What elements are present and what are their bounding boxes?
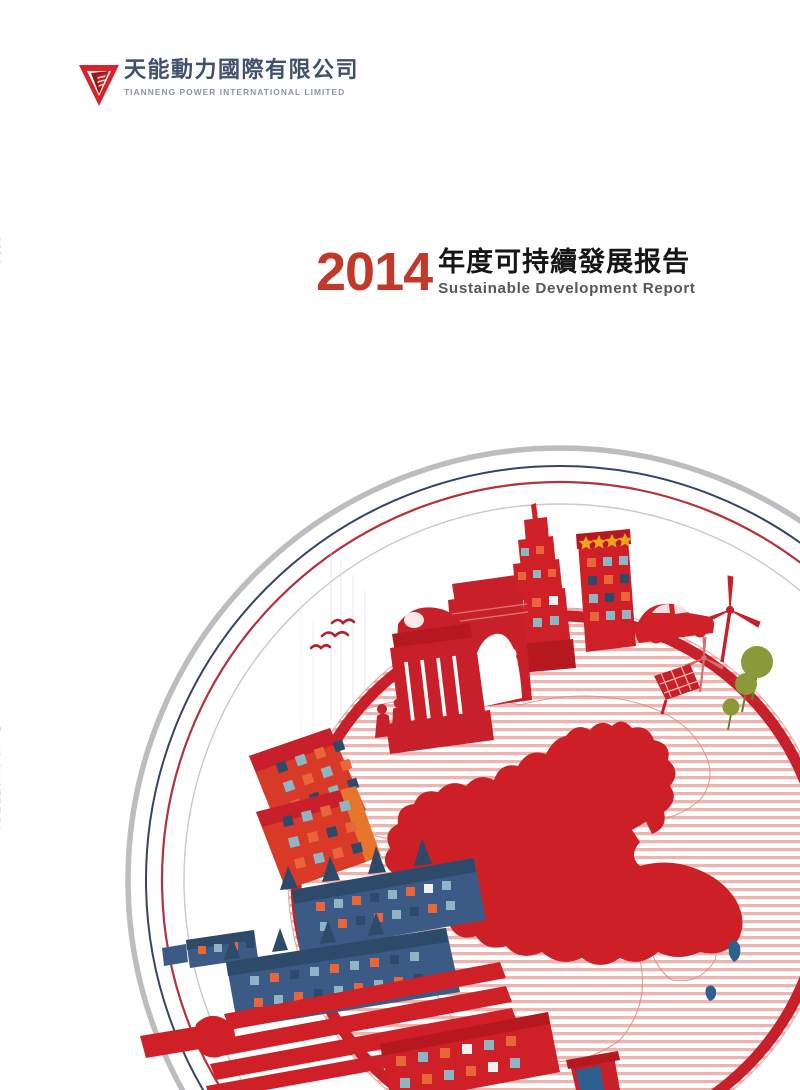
observatory-dome-icon: [386, 607, 494, 754]
company-name-en: TIANNENG POWER INTERNATIONAL LIMITED: [124, 87, 346, 97]
decorative-arcs: [125, 445, 800, 1090]
thin-gray-arc: [183, 503, 800, 1090]
trees-group: [722, 646, 773, 731]
outer-gray-arc: [125, 445, 800, 1090]
solar-panel-icon: [654, 664, 700, 715]
report-title-cn: 年度可持續發展报告: [438, 247, 691, 278]
red-apartment-icon: [380, 1012, 560, 1090]
island-shapes: [705, 940, 741, 1001]
tianneng-v-logo-icon: [79, 65, 119, 106]
star-row: [578, 533, 633, 550]
window-grid: [587, 556, 631, 621]
pavilion-icon: [566, 1051, 620, 1090]
report-year: 2014: [316, 242, 433, 302]
red-apartment-icon: [256, 786, 381, 890]
tree-icon: [735, 673, 757, 713]
company-name-cn: 天能動力國際有限公司: [124, 58, 360, 83]
window-grid: [396, 1036, 520, 1088]
red-arc: [161, 481, 800, 1090]
window-grid: [281, 799, 364, 870]
window-grid: [316, 881, 455, 931]
tree-icon: [722, 698, 740, 731]
blue-tower-icon: [280, 838, 486, 952]
report-title-en: Sustainable Development Report: [438, 280, 696, 297]
spine-mark-top: CSDO: [0, 236, 2, 267]
spine-mark-bottom: 二〇一四年度可持續發展報告: [0, 716, 2, 833]
report-title-block: 2014 年度可持續發展报告 Sustainable Development R…: [316, 242, 696, 302]
navy-arc: [145, 465, 800, 1090]
birds-icon: [309, 618, 356, 650]
star-building-icon: [576, 529, 636, 652]
blue-tower-icon: [162, 930, 258, 968]
company-logo[interactable]: 天能動力國際有限公司 TIANNENG POWER INTERNATIONAL …: [78, 58, 359, 108]
people-figures-icon: [375, 698, 407, 738]
car-icon: [635, 603, 715, 644]
